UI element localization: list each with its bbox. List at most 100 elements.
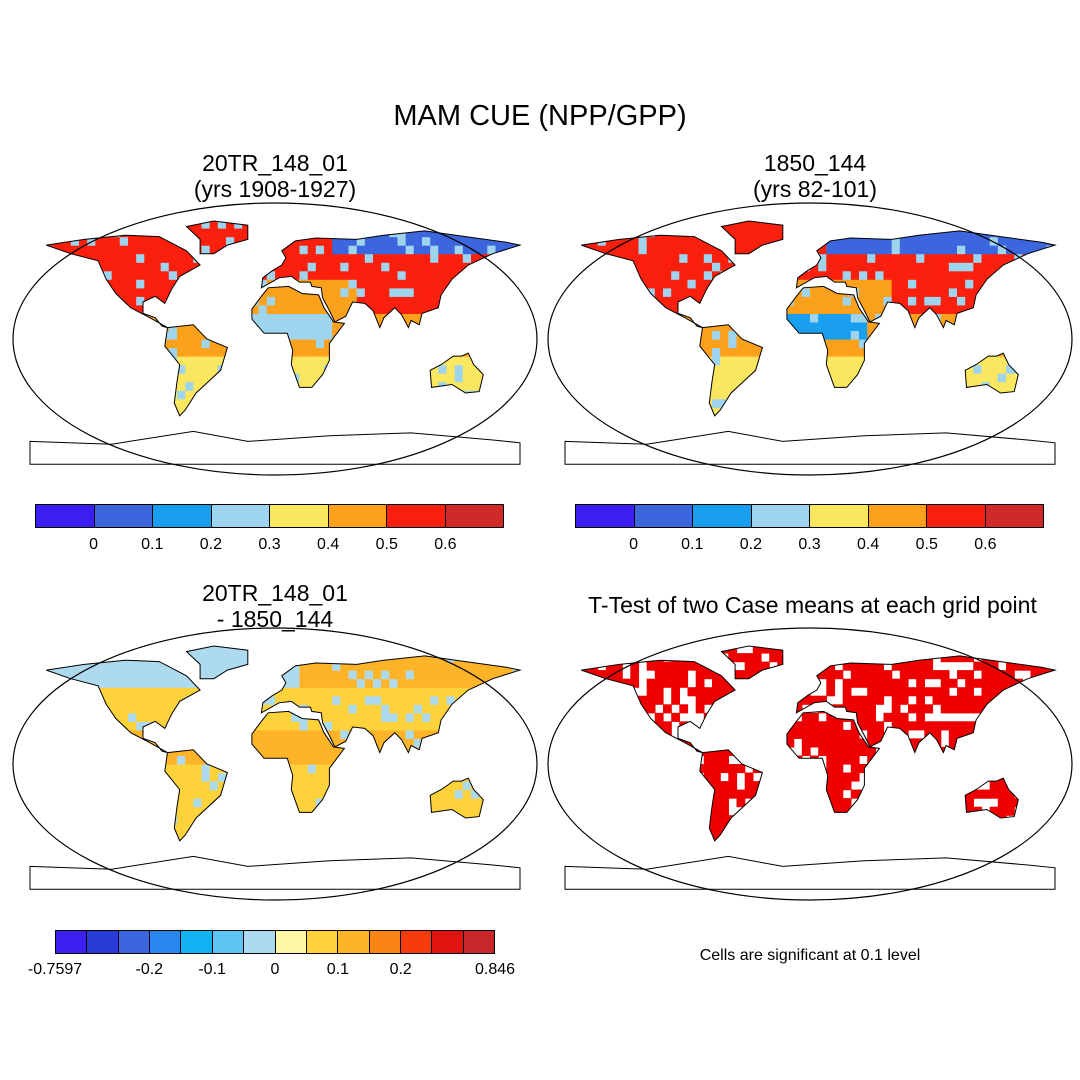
colorbar-swatch [243,931,275,953]
colorbar-tick-label: -0.7597 [27,961,83,978]
colorbar-swatch [117,931,150,953]
colorbar-swatch [368,931,400,953]
colorbar-tick-label: 0.5 [375,536,398,553]
colorbar-tick-label: 0.2 [739,536,762,553]
coastline-africa [251,285,346,388]
coastline-eurasia [260,655,522,754]
colorbar-tick-label: 0.6 [434,536,457,553]
colorbar-swatch [180,931,212,953]
coastline-australia [964,777,1019,819]
colorbar-tick-label: 0.1 [141,536,164,553]
colorbar-tick-label: 0.3 [798,536,821,553]
map-panel-cue-1850 [547,202,1073,476]
colorbar-swatch [327,505,386,527]
colorbar-tick-label: 0 [89,536,99,553]
colorbar-swatch [269,505,328,527]
coastline-australia [429,777,484,819]
panel-3-title: 20TR_148_01 - 1850_144 [75,580,475,632]
colorbar-difference-labels: -0.7597 -0.2 -0.1 0 0.1 0.2 0.846 [28,961,515,981]
coastline-australia [964,352,1019,394]
coastline-africa [786,710,881,813]
colorbar-tick-label: 0.4 [857,536,880,553]
panel-2-title-line1: 1850_144 [763,150,867,176]
map-frame [547,202,1073,476]
panel-1-title-line1: 20TR_148_01 [202,150,348,176]
colorbar-swatch [274,931,306,953]
map-panel-cue-20tr [12,202,538,476]
coastline-samerica [164,749,229,842]
panel-1-title-line2: (yrs 1908-1927) [193,176,357,202]
coastline-greenland [185,220,249,255]
coastline-africa [786,285,881,388]
coastline-samerica [699,749,764,842]
coastline-namerica [46,234,201,329]
colorbar-swatch [86,931,118,953]
colorbar-swatch [399,931,432,953]
map-frame [12,202,538,476]
figure-title: MAM CUE (NPP/GPP) [393,100,687,132]
map-panel-ttest [547,627,1073,901]
colorbar-swatch [93,505,152,527]
coastline-antarctica [29,430,521,465]
colorbar-cue-right [575,504,1044,528]
colorbar-swatch [56,931,87,953]
colorbar-tick-label: 0.2 [389,961,412,978]
coastline-antarctica [564,430,1056,465]
colorbar-tick-label: -0.2 [135,961,164,978]
coastline-antarctica [29,855,521,890]
panel-3-title-line1: 20TR_148_01 [202,580,348,606]
map-frame [547,627,1073,901]
colorbar-tick-label: 0 [629,536,639,553]
colorbar-cue-left [35,504,504,528]
colorbar-swatch [750,505,809,527]
coastline [29,220,522,465]
coastline-greenland [185,645,249,680]
land-field-cells [581,646,1055,841]
colorbar-swatch [305,931,338,953]
coastline-africa [251,710,346,813]
coastline-samerica [699,324,764,417]
map-frame [12,627,538,901]
colorbar-swatch [692,505,751,527]
coastline [564,220,1057,465]
colorbar-swatch [337,931,369,953]
coastline-namerica [581,234,736,329]
colorbar-swatch [152,505,211,527]
map-panel-difference [12,627,538,901]
coastline-eurasia [795,230,1057,329]
coastline-namerica [581,659,736,754]
colorbar-tick-label: 0.1 [326,961,349,978]
colorbar-swatch [149,931,181,953]
panel-2-title-line2: (yrs 82-101) [753,176,877,202]
colorbar-swatch [576,505,634,527]
colorbar-swatch [36,505,94,527]
coastline [29,645,522,890]
colorbar-swatch [809,505,868,527]
colorbar-cue-right-labels: 0 0.1 0.2 0.3 0.4 0.5 0.6 [575,536,1044,556]
panel-1-title: 20TR_148_01 (yrs 1908-1927) [75,150,475,202]
colorbar-swatch [211,931,244,953]
colorbar-tick-label: 0.4 [317,536,340,553]
coastline-eurasia [260,230,522,329]
coastline [564,645,1057,890]
colorbar-swatch [431,931,463,953]
colorbar-swatch [462,931,495,953]
colorbar-swatch [984,505,1043,527]
colorbar-tick-label: 0.6 [974,536,997,553]
colorbar-tick-label: 0.2 [199,536,222,553]
panel-4-title-line1: T-Test of two Case means at each grid po… [588,592,1037,618]
land-field-cells [581,221,1055,416]
coastline-australia [429,352,484,394]
colorbar-tick-label: 0.5 [915,536,938,553]
panel-2-title: 1850_144 (yrs 82-101) [615,150,1015,202]
land-field-cells [46,646,520,841]
coastline-namerica [46,659,201,754]
coastline-antarctica [564,855,1056,890]
colorbar-swatch [444,505,503,527]
coastline-greenland [720,645,784,680]
panel-4-title: T-Test of two Case means at each grid po… [545,592,1080,618]
colorbar-tick-label: 0.846 [474,961,516,978]
colorbar-tick-label: 0 [270,961,280,978]
colorbar-tick-label: -0.1 [198,961,226,978]
significance-note: Cells are significant at 0.1 level [699,947,921,964]
